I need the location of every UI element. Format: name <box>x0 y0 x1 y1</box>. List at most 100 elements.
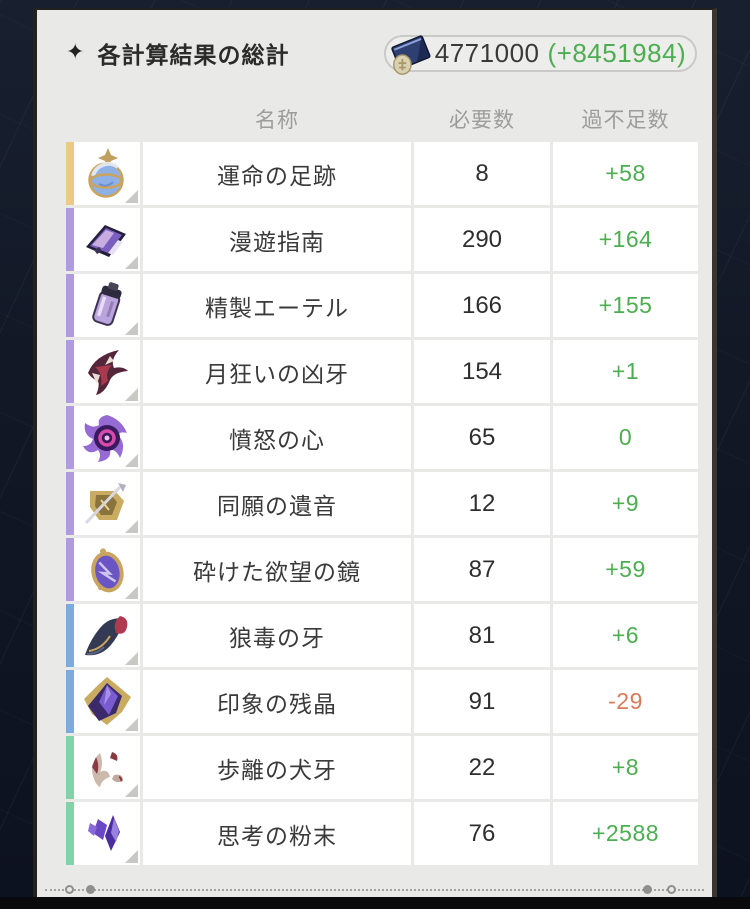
item-balance-count: +155 <box>553 274 698 337</box>
slider-handle-left-dot[interactable] <box>86 885 95 894</box>
item-balance-count: +164 <box>553 208 698 271</box>
corner-fold-icon <box>125 652 138 665</box>
item-required-count: 22 <box>414 736 550 799</box>
lunatic-fang-icon <box>74 344 140 400</box>
corner-fold-icon <box>125 388 138 401</box>
item-name: 砕けた欲望の鏡 <box>143 538 411 601</box>
materials-table: 名称 必要数 過不足数 運命の足跡 8 +58 漫遊指南 290 +164 精製 <box>66 96 698 865</box>
slider-handle-left-ring[interactable] <box>65 885 74 894</box>
rarity-bar <box>66 604 74 667</box>
item-required-count: 65 <box>414 406 550 469</box>
item-name: 印象の残晶 <box>143 670 411 733</box>
rarity-bar <box>66 670 74 733</box>
item-name: 歩離の犬牙 <box>143 736 411 799</box>
item-balance-count: -29 <box>553 670 698 733</box>
item-icon-cell[interactable] <box>66 802 140 865</box>
item-icon-cell[interactable] <box>66 538 140 601</box>
table-row[interactable]: 憤怒の心 65 0 <box>66 406 698 469</box>
item-balance-count: +9 <box>553 472 698 535</box>
table-header-row: 名称 必要数 過不足数 <box>66 96 698 142</box>
thought-powder-icon <box>74 806 140 862</box>
item-required-count: 91 <box>414 670 550 733</box>
item-balance-count: +59 <box>553 538 698 601</box>
panel-header: ✦ 各計算結果の総計 4771000 (+8451984) <box>37 10 712 96</box>
item-required-count: 154 <box>414 340 550 403</box>
echo-of-wish-icon <box>74 476 140 532</box>
corner-fold-icon <box>125 454 138 467</box>
item-icon-cell[interactable] <box>66 472 140 535</box>
slider-handle-right-dot[interactable] <box>643 885 652 894</box>
credit-total-pill[interactable]: 4771000 (+8451984) <box>384 34 697 75</box>
item-balance-count: +8 <box>553 736 698 799</box>
table-row[interactable]: 同願の遺音 12 +9 <box>66 472 698 535</box>
item-icon-cell[interactable] <box>66 274 140 337</box>
credit-total-value: 4771000 <box>434 37 540 68</box>
item-name: 思考の粉末 <box>143 802 411 865</box>
travel-guide-icon <box>74 212 140 268</box>
item-name: 運命の足跡 <box>143 142 411 205</box>
item-balance-count: +2588 <box>553 802 698 865</box>
corner-fold-icon <box>125 520 138 533</box>
table-row[interactable]: 漫遊指南 290 +164 <box>66 208 698 271</box>
item-required-count: 87 <box>414 538 550 601</box>
rarity-bar <box>66 340 74 403</box>
rarity-bar <box>66 736 74 799</box>
table-row[interactable]: 月狂いの凶牙 154 +1 <box>66 340 698 403</box>
table-row[interactable]: 砕けた欲望の鏡 87 +59 <box>66 538 698 601</box>
rarity-bar <box>66 802 74 865</box>
slider-track[interactable] <box>45 889 704 891</box>
item-name: 狼毒の牙 <box>143 604 411 667</box>
broken-mirror-icon <box>74 542 140 598</box>
header-name: 名称 <box>255 109 299 132</box>
table-body: 運命の足跡 8 +58 漫遊指南 290 +164 精製エーテル 166 +15… <box>66 142 698 865</box>
item-name: 月狂いの凶牙 <box>143 340 411 403</box>
table-row[interactable]: 狼毒の牙 81 +6 <box>66 604 698 667</box>
corner-fold-icon <box>125 256 138 269</box>
item-required-count: 290 <box>414 208 550 271</box>
corner-fold-icon <box>125 190 138 203</box>
item-balance-count: +6 <box>553 604 698 667</box>
table-row[interactable]: 精製エーテル 166 +155 <box>66 274 698 337</box>
item-balance-count: +58 <box>553 142 698 205</box>
item-balance-count: 0 <box>553 406 698 469</box>
item-required-count: 76 <box>414 802 550 865</box>
corner-fold-icon <box>125 586 138 599</box>
rarity-bar <box>66 538 74 601</box>
impression-crystal-icon <box>74 674 140 730</box>
table-row[interactable]: 歩離の犬牙 22 +8 <box>66 736 698 799</box>
item-required-count: 8 <box>414 142 550 205</box>
rarity-bar <box>66 142 74 205</box>
rarity-bar <box>66 208 74 271</box>
heart-of-wrath-icon <box>74 410 140 466</box>
item-icon-cell[interactable] <box>66 406 140 469</box>
title-wrap: ✦ 各計算結果の総計 <box>66 36 289 70</box>
item-name: 憤怒の心 <box>143 406 411 469</box>
corner-fold-icon <box>125 322 138 335</box>
header-required: 必要数 <box>449 109 515 132</box>
rarity-bar <box>66 406 74 469</box>
corner-fold-icon <box>125 718 138 731</box>
item-icon-cell[interactable] <box>66 736 140 799</box>
item-icon-cell[interactable] <box>66 340 140 403</box>
item-name: 精製エーテル <box>143 274 411 337</box>
slider-handle-right-ring[interactable] <box>667 885 676 894</box>
item-icon-cell[interactable] <box>66 142 140 205</box>
item-required-count: 12 <box>414 472 550 535</box>
item-balance-count: +1 <box>553 340 698 403</box>
stray-dog-fang-icon <box>74 740 140 796</box>
item-icon-cell[interactable] <box>66 670 140 733</box>
rarity-bar <box>66 274 74 337</box>
tracks-of-destiny-icon <box>74 146 140 202</box>
bottom-slider[interactable] <box>37 884 712 896</box>
corner-fold-icon <box>125 784 138 797</box>
table-row[interactable]: 運命の足跡 8 +58 <box>66 142 698 205</box>
table-row[interactable]: 印象の残晶 91 -29 <box>66 670 698 733</box>
item-icon-cell[interactable] <box>66 208 140 271</box>
page-title: 各計算結果の総計 <box>97 42 290 68</box>
rarity-bar <box>66 472 74 535</box>
four-pointed-star-icon: ✦ <box>66 39 85 64</box>
header-balance: 過不足数 <box>581 109 670 132</box>
table-row[interactable]: 思考の粉末 76 +2588 <box>66 802 698 865</box>
item-icon-cell[interactable] <box>66 604 140 667</box>
item-name: 漫遊指南 <box>143 208 411 271</box>
